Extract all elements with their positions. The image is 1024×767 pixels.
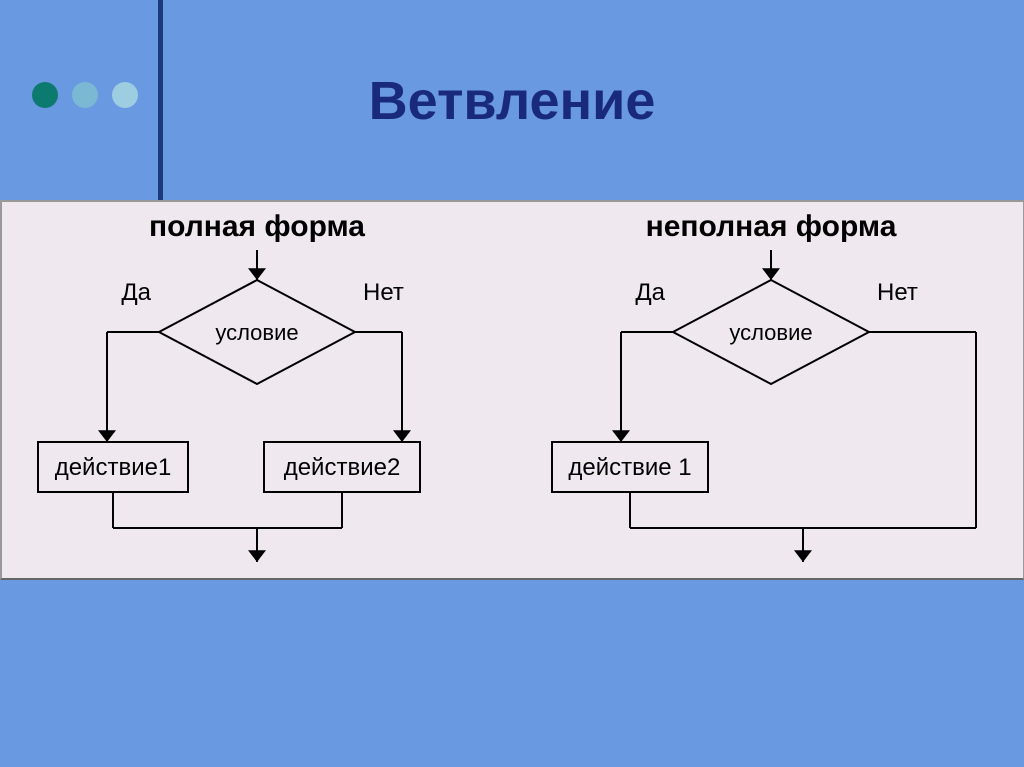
flowchart-incomplete-svg: условие Да Нет действие 1 <box>516 202 1024 582</box>
flowchart-full-svg: условие Да Нет действие1 действие2 <box>2 202 512 582</box>
svg-text:действие1: действие1 <box>55 454 172 481</box>
svg-text:Да: Да <box>121 279 151 306</box>
svg-text:Нет: Нет <box>363 279 404 306</box>
svg-text:условие: условие <box>729 320 812 345</box>
svg-text:Да: Да <box>635 279 665 306</box>
header: Ветвление <box>0 0 1024 200</box>
svg-text:условие: условие <box>215 320 298 345</box>
diagram-panel: полная форма условиеДаНетдействие1действ… <box>0 200 1024 580</box>
flowchart-incomplete: неполная форма условиеДаНетдействие 1 <box>516 202 1024 582</box>
flowchart-full: полная форма условиеДаНетдействие1действ… <box>2 202 512 582</box>
svg-text:действие 1: действие 1 <box>568 454 691 481</box>
svg-text:действие2: действие2 <box>284 454 401 481</box>
slide-title: Ветвление <box>0 70 1024 132</box>
svg-text:Нет: Нет <box>877 279 918 306</box>
